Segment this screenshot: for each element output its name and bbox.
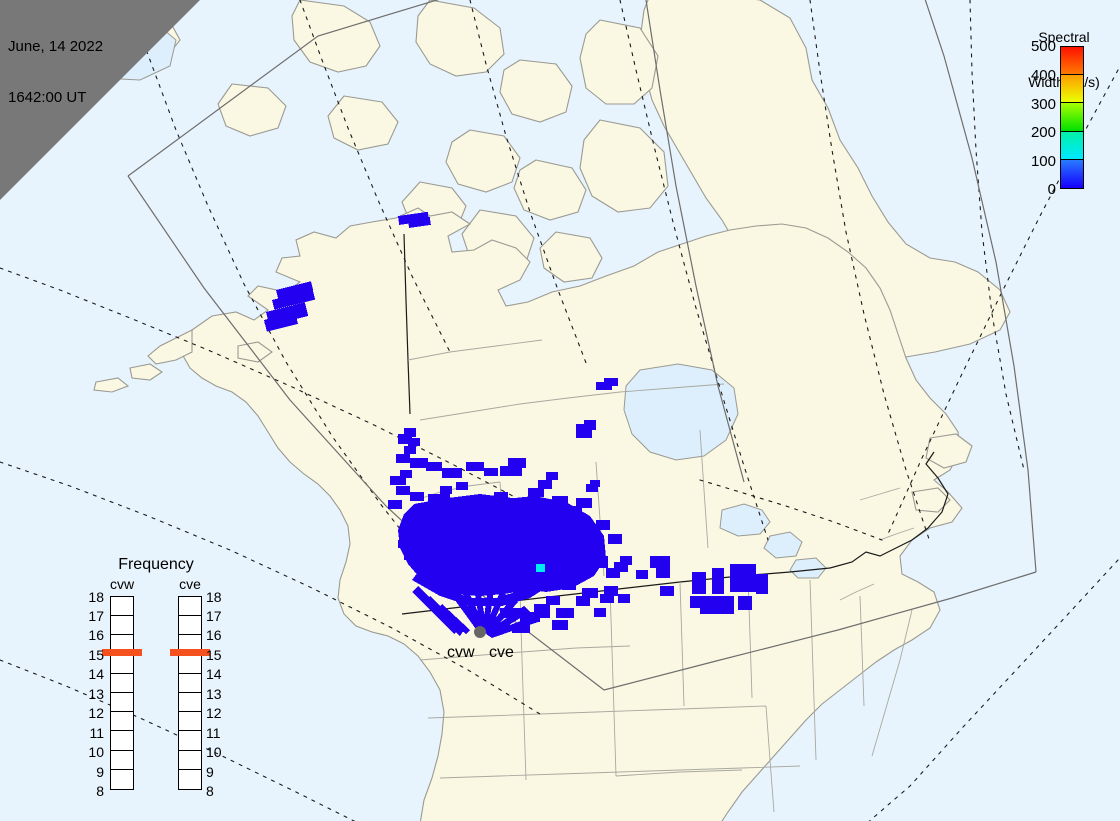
- frequency-cell: [111, 597, 133, 617]
- colorbar-tick-300: 300: [1030, 96, 1056, 113]
- colorbar-tick-labels: 500 400 300 200 100 0: [1012, 38, 1056, 198]
- freq-tick-10: 10: [206, 744, 222, 760]
- freq-tick-10: 10: [88, 744, 104, 760]
- freq-tick-16: 16: [206, 627, 222, 643]
- frequency-cell: [111, 712, 133, 732]
- freq-tick-11: 11: [206, 725, 221, 741]
- freq-tick-18: 18: [88, 589, 104, 605]
- frequency-cell: [179, 655, 201, 674]
- terminator-core: [0, 0, 178, 178]
- arctic-island-b: [499, 59, 573, 123]
- lake-superior: [719, 503, 771, 537]
- colorbar-tick-400: 400: [1030, 67, 1056, 84]
- freq-tick-13: 13: [206, 686, 222, 702]
- arctic-north-island: [415, 0, 505, 77]
- spectral-width-colorbar: [1060, 46, 1084, 189]
- freq-tick-9: 9: [96, 764, 104, 780]
- frequency-cell: [111, 731, 133, 751]
- freq-tick-12: 12: [88, 705, 104, 721]
- frequency-ticks-right: 18 17 16 15 14 13 12 11 10 9 8: [206, 589, 232, 799]
- frequency-marker-cve: [170, 649, 210, 656]
- frequency-panel-title: Frequency: [118, 556, 194, 573]
- frequency-cell: [179, 597, 201, 617]
- colorbar-tick-0: 0: [1047, 181, 1056, 198]
- radar-data-layer: [263, 211, 768, 638]
- freq-tick-15: 15: [88, 647, 104, 663]
- freq-tick-16: 16: [88, 627, 104, 643]
- frequency-bar-cve[interactable]: [178, 596, 202, 790]
- frequency-cell: [179, 674, 201, 693]
- colorbar-segment-400-500: [1061, 47, 1083, 76]
- freq-tick-17: 17: [206, 608, 222, 624]
- arctic-island-a: [579, 19, 659, 105]
- timestamp-time: 1642:00 UT: [8, 89, 87, 106]
- lake-erie-ontario: [789, 557, 827, 579]
- colorbar-title-line1: Spectral: [1038, 29, 1090, 45]
- frequency-cell: [111, 751, 133, 770]
- frequency-cell: [179, 751, 201, 770]
- frequency-bar-cvw[interactable]: [110, 596, 134, 790]
- arctic-island-c: [513, 159, 587, 221]
- frequency-panel: Frequency cvw cve: [86, 556, 226, 799]
- colorbar-tick-100: 100: [1030, 153, 1056, 170]
- freq-tick-12: 12: [206, 705, 222, 721]
- data-group-main-fan: [388, 438, 768, 638]
- frequency-cell: [179, 616, 201, 636]
- frequency-cell: [111, 674, 133, 693]
- freq-tick-8: 8: [96, 783, 104, 799]
- victoria-island: [445, 129, 521, 193]
- arctic-island-e: [539, 231, 603, 283]
- frequency-cell: [111, 655, 133, 674]
- frequency-column-header-cve: cve: [179, 576, 201, 592]
- frequency-cell: [179, 693, 201, 713]
- frequency-cell: [179, 712, 201, 732]
- arctic-island-g: [327, 95, 399, 151]
- frequency-cell: [179, 731, 201, 751]
- frequency-cell: [111, 693, 133, 713]
- freq-tick-11: 11: [89, 725, 104, 741]
- subdivision-border-layer: [407, 339, 915, 813]
- frequency-column-header-cvw: cvw: [109, 576, 135, 592]
- kodiak-island: [237, 341, 273, 363]
- freq-tick-17: 17: [88, 608, 104, 624]
- frequency-cell: [111, 616, 133, 636]
- frequency-ticks-left: 18 17 16 15 14 13 12 11 10 9 8: [78, 589, 104, 799]
- freq-tick-18: 18: [206, 589, 222, 605]
- colorbar-segment-100-200: [1061, 131, 1083, 160]
- colorbar-tick-500: 500: [1030, 38, 1056, 55]
- aleutian-b: [93, 377, 130, 393]
- freq-tick-9: 9: [206, 764, 214, 780]
- timestamp-date: June, 14 2022: [8, 38, 104, 55]
- wrangel-region: [291, 0, 381, 73]
- newfoundland: [925, 433, 973, 469]
- freq-tick-15: 15: [206, 647, 222, 663]
- radar-site-label-cvw: cvw: [447, 644, 475, 661]
- frequency-marker-cvw: [102, 649, 142, 656]
- aleutian-a: [129, 363, 163, 381]
- colorbar-tick-200: 200: [1030, 124, 1056, 141]
- freq-tick-14: 14: [88, 666, 104, 682]
- radar-site-label-cve: cve: [489, 644, 514, 661]
- freq-tick-14: 14: [206, 666, 222, 682]
- alaska-peninsula: [147, 329, 193, 365]
- colorbar-segment-200-300: [1061, 103, 1083, 132]
- baffin-island: [579, 119, 669, 213]
- timestamp-block: June, 14 2022 1642:00 UT: [8, 4, 103, 140]
- greenland: [639, 0, 1011, 363]
- frequency-cell: [179, 770, 201, 789]
- radar-site-dot: [474, 626, 486, 638]
- colorbar-segment-300-400: [1061, 75, 1083, 104]
- freq-tick-8: 8: [206, 783, 214, 799]
- colorbar-segment-0-100: [1061, 159, 1083, 188]
- data-cell-cyan: [536, 564, 545, 572]
- data-group-alaska: [263, 211, 431, 332]
- freq-tick-13: 13: [88, 686, 104, 702]
- lake-huron: [763, 531, 803, 559]
- hudson-bay: [623, 363, 739, 461]
- frequency-cell: [111, 770, 133, 789]
